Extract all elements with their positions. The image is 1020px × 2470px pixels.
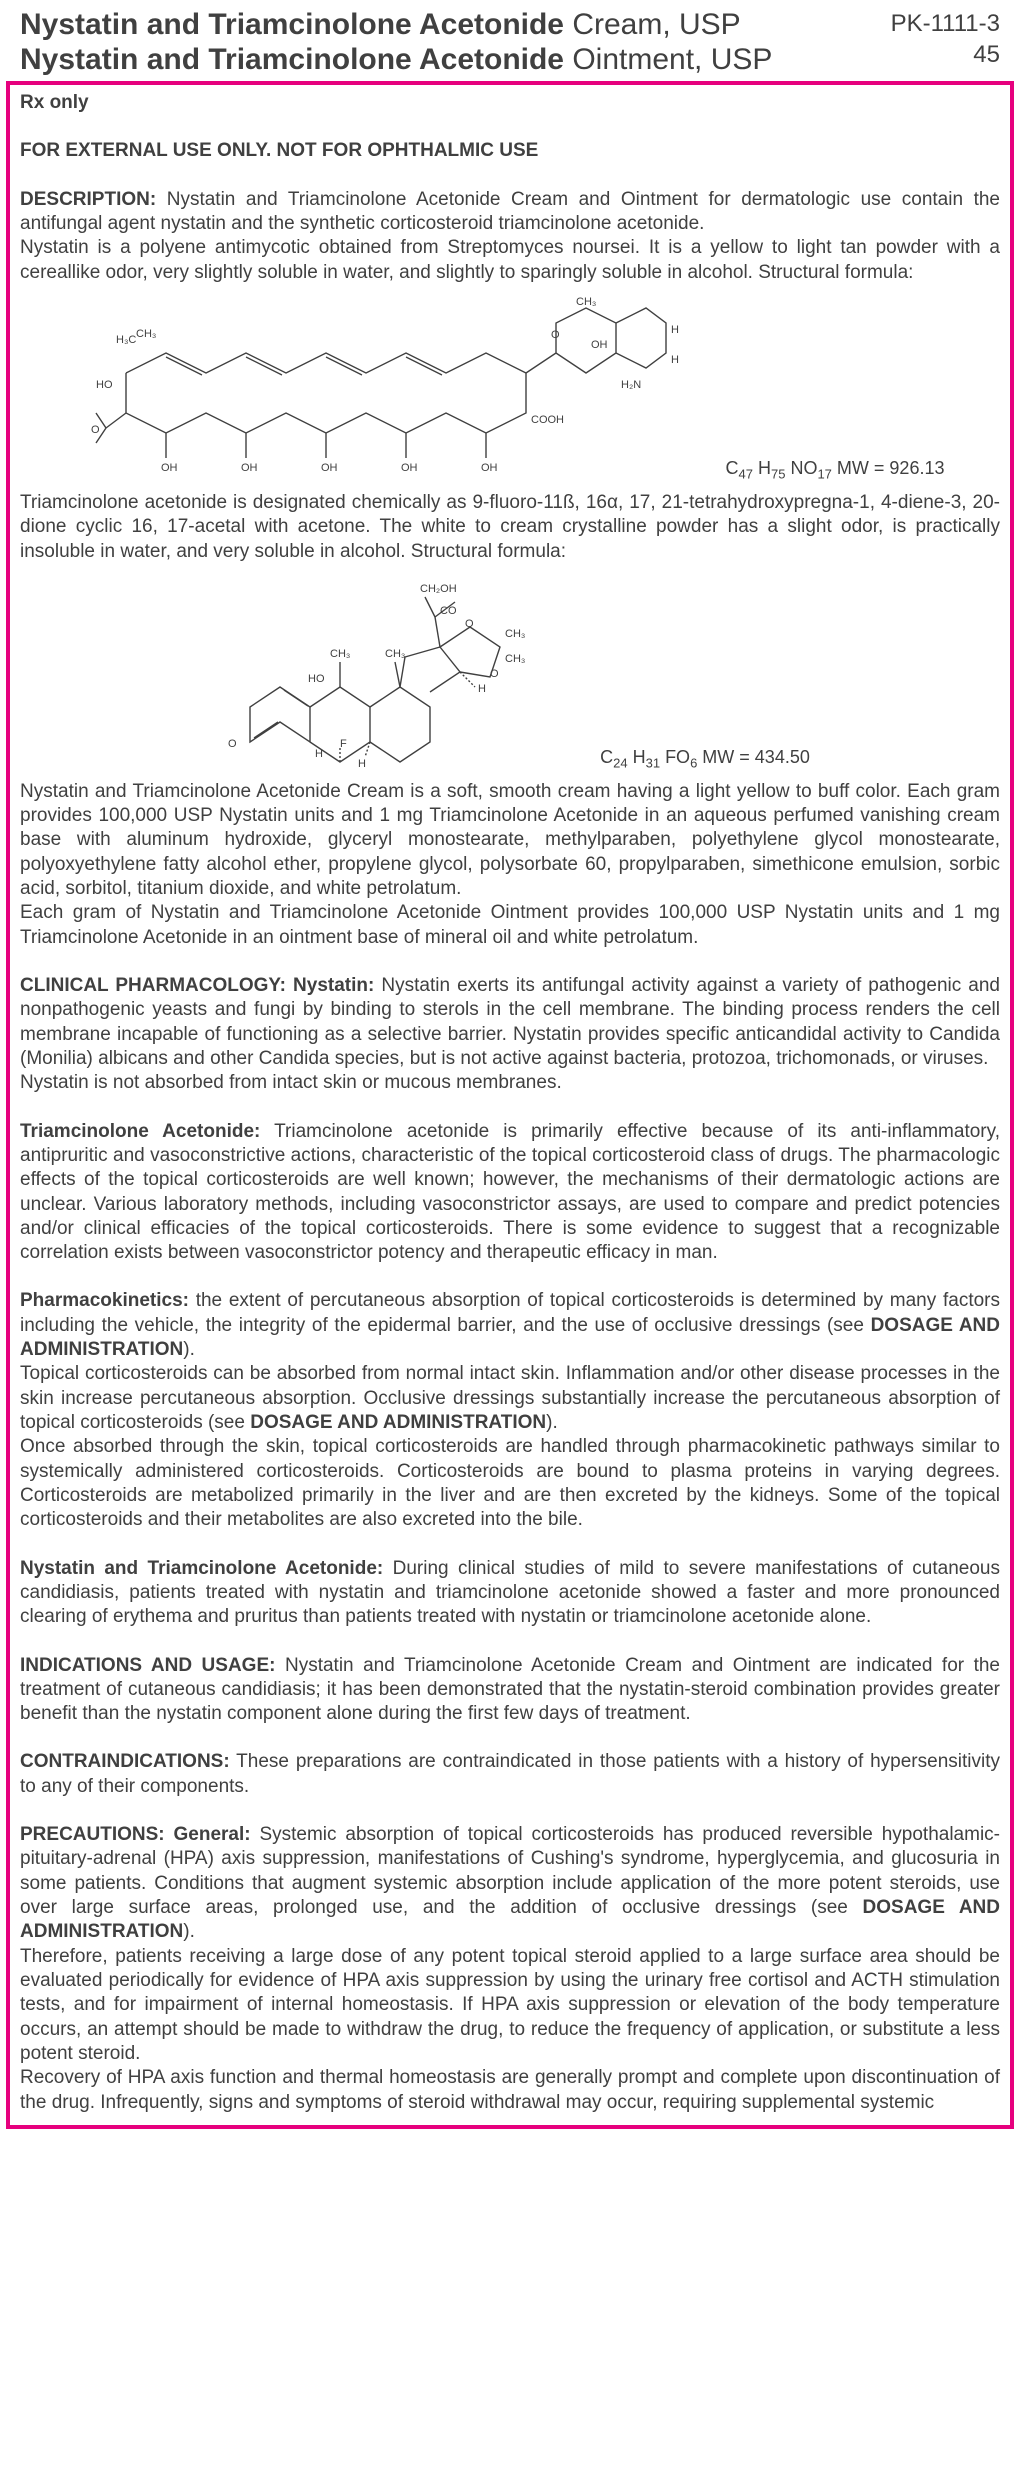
f1-n: NO — [785, 458, 817, 478]
description-para1: DESCRIPTION: Nystatin and Triamcinolone … — [20, 188, 1000, 237]
triamcinolone-svg: O CH₃ CH₃ HO F H H CH₂OH CO CH₃ CH₃ O O … — [210, 572, 570, 772]
svg-text:CH₃: CH₃ — [136, 328, 156, 340]
svg-text:OH: OH — [401, 462, 418, 474]
f2-c: C — [600, 747, 613, 767]
header-titles: Nystatin and Triamcinolone Acetonide Cre… — [20, 8, 891, 77]
svg-text:H: H — [315, 748, 323, 760]
nta-para: Nystatin and Triamcinolone Acetonide: Du… — [20, 1557, 1000, 1630]
svg-text:O: O — [465, 618, 474, 630]
triamcinolone-para: Triamcinolone Acetonide: Triamcinolone a… — [20, 1120, 1000, 1266]
svg-text:CH₂OH: CH₂OH — [420, 583, 457, 595]
svg-text:H: H — [478, 683, 486, 695]
content-box: Rx only FOR EXTERNAL USE ONLY. NOT FOR O… — [6, 81, 1014, 2129]
desc-text-1: Nystatin and Triamcinolone Acetonide Cre… — [20, 189, 1000, 234]
nystatin-structure: CH₃ HO H₃C OH OH OH OH OH COOH CH₃ H H O… — [20, 293, 1000, 483]
clinical-para1: CLINICAL PHARMACOLOGY: Nystatin: Nystati… — [20, 974, 1000, 1071]
contraindications-para: CONTRAINDICATIONS: These preparations ar… — [20, 1750, 1000, 1799]
formula2-label: C24 H31 FO6 MW = 434.50 — [600, 746, 810, 772]
svg-text:H: H — [358, 758, 366, 770]
f2-s2: 31 — [646, 755, 660, 770]
description-para2: Nystatin is a polyene antimycotic obtain… — [20, 236, 1000, 285]
svg-text:CH₃: CH₃ — [385, 648, 405, 660]
svg-text:H: H — [671, 324, 679, 336]
svg-text:CH₃: CH₃ — [330, 648, 350, 660]
nystatin-subhead: Nystatin: — [286, 975, 374, 996]
f1-c: C — [726, 458, 739, 478]
description-para3: Triamcinolone acetonide is designated ch… — [20, 491, 1000, 564]
svg-text:O: O — [91, 424, 100, 436]
pk-para1: Pharmacokinetics: the extent of percutan… — [20, 1289, 1000, 1362]
f1-s1: 47 — [739, 466, 753, 481]
contra-heading: CONTRAINDICATIONS: — [20, 1751, 230, 1772]
title1-bold: Nystatin and Triamcinolone Acetonide — [20, 8, 564, 41]
precautions-para2: Therefore, patients receiving a large do… — [20, 1945, 1000, 2067]
pk-ref2: DOSAGE AND ADMINISTRATION — [250, 1412, 546, 1433]
doc-num: 45 — [891, 39, 1000, 70]
general-subhead: General: — [165, 1824, 251, 1845]
nta-heading: Nystatin and Triamcinolone Acetonide: — [20, 1558, 383, 1579]
f2-mw: MW = 434.50 — [697, 747, 810, 767]
pk-para3: Once absorbed through the skin, topical … — [20, 1435, 1000, 1532]
svg-text:OH: OH — [481, 462, 498, 474]
external-use-warning: FOR EXTERNAL USE ONLY. NOT FOR OPHTHALMI… — [20, 139, 1000, 163]
svg-text:F: F — [340, 738, 347, 750]
svg-text:O: O — [228, 738, 237, 750]
f2-n: FO — [660, 747, 690, 767]
svg-text:OH: OH — [321, 462, 338, 474]
svg-text:CH₃: CH₃ — [505, 653, 525, 665]
pk-text-1b: ). — [183, 1339, 195, 1360]
svg-text:HO: HO — [96, 379, 113, 391]
nystatin-svg: CH₃ HO H₃C OH OH OH OH OH COOH CH₃ H H O… — [76, 293, 696, 483]
indications-heading: INDICATIONS AND USAGE: — [20, 1655, 275, 1676]
formula1-label: C47 H75 NO17 MW = 926.13 — [726, 457, 945, 483]
svg-text:HO: HO — [308, 673, 325, 685]
f2-s1: 24 — [613, 755, 627, 770]
svg-text:O: O — [551, 329, 560, 341]
pre-text-1b: ). — [183, 1921, 195, 1942]
title1-rest: Cream, USP — [564, 8, 741, 41]
svg-text:CH₃: CH₃ — [505, 628, 525, 640]
description-para4: Nystatin and Triamcinolone Acetonide Cre… — [20, 780, 1000, 902]
f1-s3: 17 — [817, 466, 831, 481]
clinical-para2: Nystatin is not absorbed from intact ski… — [20, 1071, 1000, 1095]
f2-h: H — [628, 747, 646, 767]
svg-text:CH₃: CH₃ — [576, 296, 596, 308]
svg-text:OH: OH — [241, 462, 258, 474]
triamcinolone-structure: O CH₃ CH₃ HO F H H CH₂OH CO CH₃ CH₃ O O … — [20, 572, 1000, 772]
precautions-para1: PRECAUTIONS: General: Systemic absorptio… — [20, 1823, 1000, 1945]
svg-text:COOH: COOH — [531, 414, 564, 426]
title-line-1: Nystatin and Triamcinolone Acetonide Cre… — [20, 8, 891, 43]
description-para5: Each gram of Nystatin and Triamcinolone … — [20, 901, 1000, 950]
triamcinolone-heading: Triamcinolone Acetonide: — [20, 1121, 260, 1142]
f1-s2: 75 — [771, 466, 785, 481]
header-code: PK-1111-3 45 — [891, 8, 1000, 70]
title2-bold: Nystatin and Triamcinolone Acetonide — [20, 43, 564, 76]
pk-text-2b: ). — [546, 1412, 558, 1433]
description-heading: DESCRIPTION: — [20, 189, 156, 210]
svg-text:OH: OH — [591, 339, 608, 351]
pk-heading: Pharmacokinetics: — [20, 1290, 189, 1311]
svg-text:H: H — [671, 354, 679, 366]
doc-code: PK-1111-3 — [891, 8, 1000, 39]
svg-text:H₂N: H₂N — [621, 379, 641, 391]
svg-text:O: O — [490, 668, 499, 680]
document-header: Nystatin and Triamcinolone Acetonide Cre… — [0, 0, 1020, 81]
pk-para2: Topical corticosteroids can be absorbed … — [20, 1362, 1000, 1435]
title2-rest: Ointment, USP — [564, 43, 772, 76]
clinical-heading: CLINICAL PHARMACOLOGY: — [20, 975, 286, 996]
precautions-para3: Recovery of HPA axis function and therma… — [20, 2066, 1000, 2115]
svg-text:CO: CO — [440, 605, 457, 617]
svg-text:OH: OH — [161, 462, 178, 474]
title-line-2: Nystatin and Triamcinolone Acetonide Oin… — [20, 43, 891, 78]
precautions-heading: PRECAUTIONS: — [20, 1824, 165, 1845]
indications-para: INDICATIONS AND USAGE: Nystatin and Tria… — [20, 1654, 1000, 1727]
f1-mw: MW = 926.13 — [832, 458, 945, 478]
svg-text:H₃C: H₃C — [116, 334, 136, 346]
rx-only: Rx only — [20, 91, 1000, 115]
f1-h: H — [753, 458, 771, 478]
